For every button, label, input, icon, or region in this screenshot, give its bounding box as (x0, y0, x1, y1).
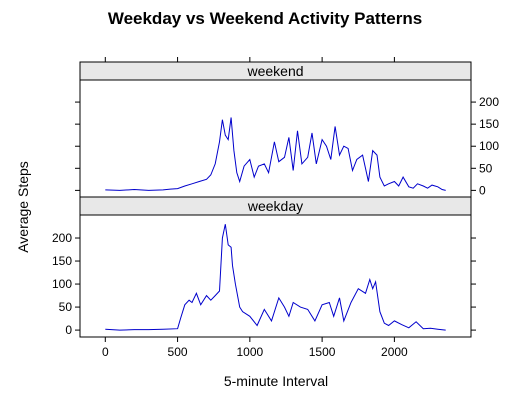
panel-frame-weekend (79, 79, 472, 198)
strip-label-weekday: weekday (247, 198, 303, 214)
x-tick-label-0: 0 (102, 345, 109, 359)
panel-weekend: weekend 0 50 100 150 200 (75, 57, 499, 198)
series-line-weekday (105, 224, 446, 331)
panel-weekday: weekday 0 50 100 150 200 (52, 196, 476, 338)
panel-frame-weekday (79, 214, 472, 338)
x-tick-label-1500: 1500 (309, 345, 336, 359)
x-axis-label: 5-minute Interval (224, 373, 328, 389)
chart-title: Weekday vs Weekend Activity Patterns (108, 9, 422, 28)
y-axis-label: Average Steps (15, 161, 31, 253)
y-tick-label-weekend-200: 200 (479, 95, 499, 109)
y-tick-label-weekday-100: 100 (52, 277, 72, 291)
y-tick-label-weekday-200: 200 (52, 231, 72, 245)
y-tick-label-weekend-0: 0 (479, 183, 486, 197)
y-tick-label-weekday-0: 0 (65, 323, 72, 337)
x-tick-label-500: 500 (168, 345, 188, 359)
y-tick-label-weekend-100: 100 (479, 139, 499, 153)
y-tick-label-weekend-50: 50 (479, 161, 493, 175)
y-tick-label-weekday-150: 150 (52, 254, 72, 268)
y-tick-label-weekend-150: 150 (479, 117, 499, 131)
y-tick-label-weekday-50: 50 (59, 300, 73, 314)
x-tick-label-1000: 1000 (236, 345, 263, 359)
series-line-weekend (105, 117, 446, 191)
strip-label-weekend: weekend (246, 63, 303, 79)
x-tick-label-2000: 2000 (381, 345, 408, 359)
x-axis: 0 500 1000 1500 2000 (102, 337, 408, 359)
